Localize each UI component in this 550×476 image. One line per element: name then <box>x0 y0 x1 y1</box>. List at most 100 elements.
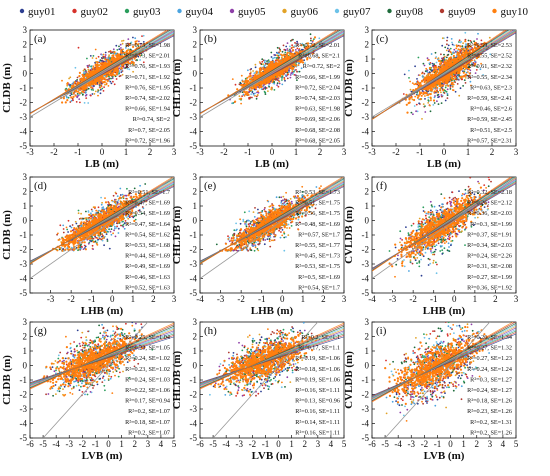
scatter-point <box>139 43 142 45</box>
scatter-point <box>421 118 423 120</box>
scatter-point <box>439 89 442 92</box>
scatter-point <box>77 46 80 49</box>
scatter-point <box>238 83 241 86</box>
scatter-point <box>281 71 284 74</box>
scatter-point <box>452 51 455 54</box>
scatter-point <box>118 48 121 51</box>
scatter-point <box>132 45 135 49</box>
scatter-point <box>489 53 492 56</box>
scatter-point <box>463 68 466 71</box>
scatter-point <box>271 62 274 65</box>
scatter-point <box>253 72 256 75</box>
scatter-point <box>413 98 416 102</box>
legend-item: guy08 <box>387 6 424 18</box>
stat-annotation: R²=0.72, SE=2.01 <box>295 42 340 49</box>
scatter-point <box>93 80 96 83</box>
scatter-point <box>459 76 462 79</box>
x-tick-label: 2 <box>148 147 153 157</box>
scatter-point <box>91 84 93 87</box>
scatter-point <box>280 56 283 59</box>
scatter-point <box>277 74 280 77</box>
scatter-point <box>423 81 426 84</box>
scatter-point <box>417 56 420 59</box>
scatter-point <box>266 60 268 63</box>
scatter-point <box>473 26 475 28</box>
scatter-point <box>242 93 245 96</box>
scatter-point <box>264 88 267 90</box>
scatter-point <box>96 61 99 64</box>
scatter-point <box>252 74 255 77</box>
scatter-point <box>275 57 278 59</box>
scatter-point <box>431 73 434 76</box>
scatter-point <box>114 68 117 71</box>
scatter-point <box>290 72 293 75</box>
scatter-point <box>432 104 435 106</box>
scatter-point <box>79 101 81 104</box>
scatter-point <box>254 85 257 88</box>
y-tick-label: 0 <box>365 69 370 79</box>
scatter-point <box>449 84 452 87</box>
scatter-point <box>435 61 438 64</box>
stat-annotation: R²=0.75, SE=1.98 <box>125 42 170 49</box>
scatter-point <box>259 62 262 65</box>
scatter-point <box>268 85 270 88</box>
scatter-point <box>120 47 122 49</box>
legend-label: guy06 <box>291 6 319 18</box>
scatter-point <box>121 54 123 57</box>
scatter-point <box>462 53 466 56</box>
scatter-point <box>457 70 460 73</box>
scatter-point <box>134 37 137 40</box>
scatter-point <box>252 76 255 79</box>
scatter-point <box>428 66 431 70</box>
scatter-point <box>419 81 422 85</box>
fit-lines <box>200 30 344 118</box>
scatter-point <box>466 45 470 48</box>
scatter-point <box>477 55 480 58</box>
scatter-point <box>97 91 99 93</box>
scatter-point <box>244 77 247 80</box>
scatter-point <box>107 60 110 63</box>
scatter-point <box>254 92 256 95</box>
x-tick-label: -1 <box>244 147 252 157</box>
scatter-point <box>440 61 443 64</box>
scatter-point <box>92 67 95 70</box>
scatter-point <box>91 87 94 89</box>
scatter-point <box>255 95 258 98</box>
scatter-point <box>430 75 433 78</box>
scatter-point <box>405 93 408 96</box>
scatter-point <box>92 89 95 91</box>
scatter-point <box>118 75 121 78</box>
scatter-point <box>476 38 478 40</box>
scatter-point <box>413 83 416 86</box>
scatter-point <box>423 77 426 81</box>
x-axis-title: LB (m) <box>255 158 289 170</box>
scatter-point <box>290 47 293 49</box>
scatter-point <box>428 71 431 74</box>
legend-marker <box>282 8 287 14</box>
scatter-point <box>470 41 473 44</box>
scatter-point <box>465 49 468 52</box>
scatter-point <box>142 34 145 37</box>
y-tick-label: -2 <box>362 98 370 108</box>
scatter-point <box>86 57 88 60</box>
scatter-point <box>427 73 430 76</box>
scatter-point <box>291 44 293 47</box>
legend: guy01 guy02 guy03 guy04 guy05 guy06 guy07 guy08… <box>19 6 529 18</box>
scatter-point <box>281 54 284 57</box>
scatter-point <box>72 99 74 102</box>
scatter-point <box>429 110 432 113</box>
scatter-point <box>115 44 118 47</box>
scatter-point <box>440 67 443 70</box>
scatter-point <box>281 83 284 86</box>
scatter-point <box>458 41 460 43</box>
scatter-point <box>301 42 304 45</box>
panel-label: (a) <box>34 33 47 45</box>
legend-label: guy05 <box>238 6 266 18</box>
legend-item: guy06 <box>282 6 319 18</box>
scatter-point <box>278 51 280 54</box>
scatter-point <box>278 62 281 65</box>
scatter-point <box>457 48 460 51</box>
scatter-point <box>462 42 464 45</box>
scatter-point <box>248 97 251 100</box>
stat-annotation: R²=0.72, SE=2.04 <box>295 84 340 91</box>
